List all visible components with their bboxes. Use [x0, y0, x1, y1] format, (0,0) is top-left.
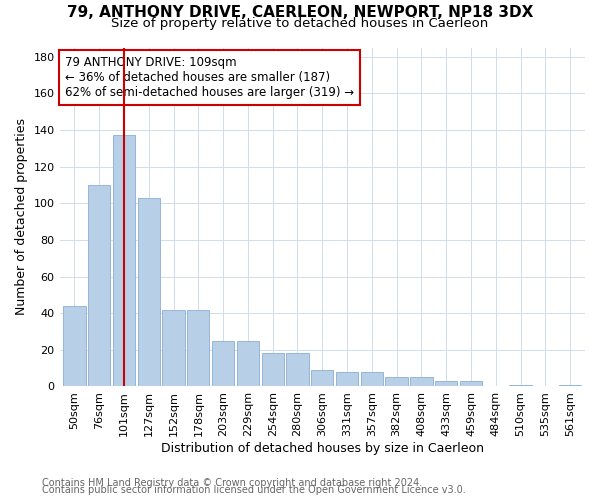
Text: Contains HM Land Registry data © Crown copyright and database right 2024.: Contains HM Land Registry data © Crown c… [42, 478, 422, 488]
Bar [460, 381, 482, 386]
Bar [509, 384, 532, 386]
Bar [286, 354, 308, 386]
Y-axis label: Number of detached properties: Number of detached properties [15, 118, 28, 316]
Bar [410, 378, 433, 386]
Bar [163, 310, 185, 386]
Bar [336, 372, 358, 386]
Bar [361, 372, 383, 386]
Text: Contains public sector information licensed under the Open Government Licence v3: Contains public sector information licen… [42, 485, 466, 495]
X-axis label: Distribution of detached houses by size in Caerleon: Distribution of detached houses by size … [161, 442, 484, 455]
Text: 79 ANTHONY DRIVE: 109sqm
← 36% of detached houses are smaller (187)
62% of semi-: 79 ANTHONY DRIVE: 109sqm ← 36% of detach… [65, 56, 354, 99]
Bar [113, 136, 135, 386]
Bar [559, 384, 581, 386]
Bar [187, 310, 209, 386]
Bar [63, 306, 86, 386]
Bar [385, 378, 408, 386]
Bar [262, 354, 284, 386]
Bar [212, 340, 234, 386]
Text: Size of property relative to detached houses in Caerleon: Size of property relative to detached ho… [112, 18, 488, 30]
Bar [435, 381, 457, 386]
Bar [88, 185, 110, 386]
Bar [137, 198, 160, 386]
Bar [237, 340, 259, 386]
Text: 79, ANTHONY DRIVE, CAERLEON, NEWPORT, NP18 3DX: 79, ANTHONY DRIVE, CAERLEON, NEWPORT, NP… [67, 5, 533, 20]
Bar [311, 370, 334, 386]
